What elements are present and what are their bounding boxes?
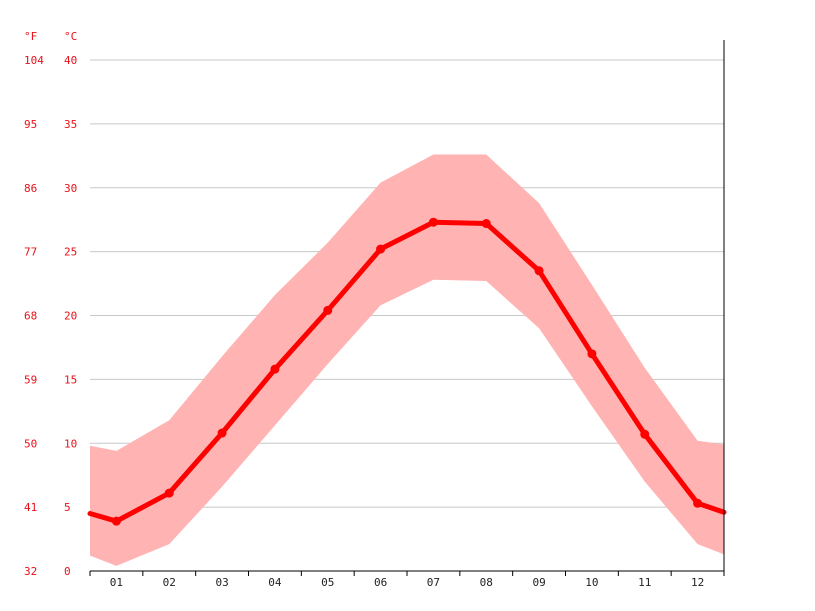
celsius-tick-label: 20: [64, 310, 77, 323]
data-point: [481, 219, 491, 229]
data-point: [376, 244, 386, 254]
data-point: [587, 349, 597, 359]
month-tick-label: 10: [585, 576, 598, 589]
fahrenheit-tick-label: 32: [24, 565, 37, 578]
fahrenheit-tick-label: 77: [24, 246, 37, 259]
fahrenheit-tick-label: 86: [24, 182, 37, 195]
data-point: [270, 364, 280, 374]
fahrenheit-tick-label: 41: [24, 501, 37, 514]
fahrenheit-tick-label: 95: [24, 118, 37, 131]
month-tick-label: 03: [215, 576, 228, 589]
data-point: [534, 266, 544, 276]
data-point: [323, 305, 333, 315]
data-point: [428, 217, 438, 227]
data-points: [111, 217, 703, 526]
temperature-range-band: [90, 154, 724, 566]
month-tick-label: 11: [638, 576, 651, 589]
celsius-tick-label: 10: [64, 437, 77, 450]
data-point: [111, 516, 121, 526]
month-tick-label: 02: [163, 576, 176, 589]
celsius-tick-label: 25: [64, 246, 77, 259]
celsius-tick-label: 5: [64, 501, 71, 514]
month-tick-label: 05: [321, 576, 334, 589]
data-point: [164, 488, 174, 498]
month-tick-label: 08: [480, 576, 493, 589]
data-point: [217, 428, 227, 438]
fahrenheit-tick-label: 68: [24, 310, 37, 323]
fahrenheit-tick-label: 104: [24, 54, 44, 67]
data-point: [693, 498, 703, 508]
celsius-tick-label: 0: [64, 565, 71, 578]
celsius-tick-label: 35: [64, 118, 77, 131]
month-tick-label: 12: [691, 576, 704, 589]
celsius-unit-label: °C: [64, 30, 77, 43]
celsius-tick-label: 30: [64, 182, 77, 195]
celsius-tick-label: 40: [64, 54, 77, 67]
x-axis-ticks: 01 02 03 04 05 06 07 08 09 10 11 12: [89, 571, 725, 589]
month-tick-label: 09: [532, 576, 545, 589]
fahrenheit-tick-label: 59: [24, 373, 37, 386]
axis-labels: °F °C 32 0 41 5 50 10 59 15 68 20 77 25 86 30 95 35 104 4…: [24, 30, 77, 578]
celsius-tick-label: 15: [64, 373, 77, 386]
month-tick-label: 06: [374, 576, 387, 589]
fahrenheit-unit-label: °F: [24, 30, 37, 43]
data-point: [640, 429, 650, 439]
month-tick-label: 04: [268, 576, 282, 589]
fahrenheit-tick-label: 50: [24, 437, 37, 450]
month-tick-label: 07: [427, 576, 440, 589]
month-tick-label: 01: [110, 576, 123, 589]
average-temperature-line: [87, 219, 727, 524]
